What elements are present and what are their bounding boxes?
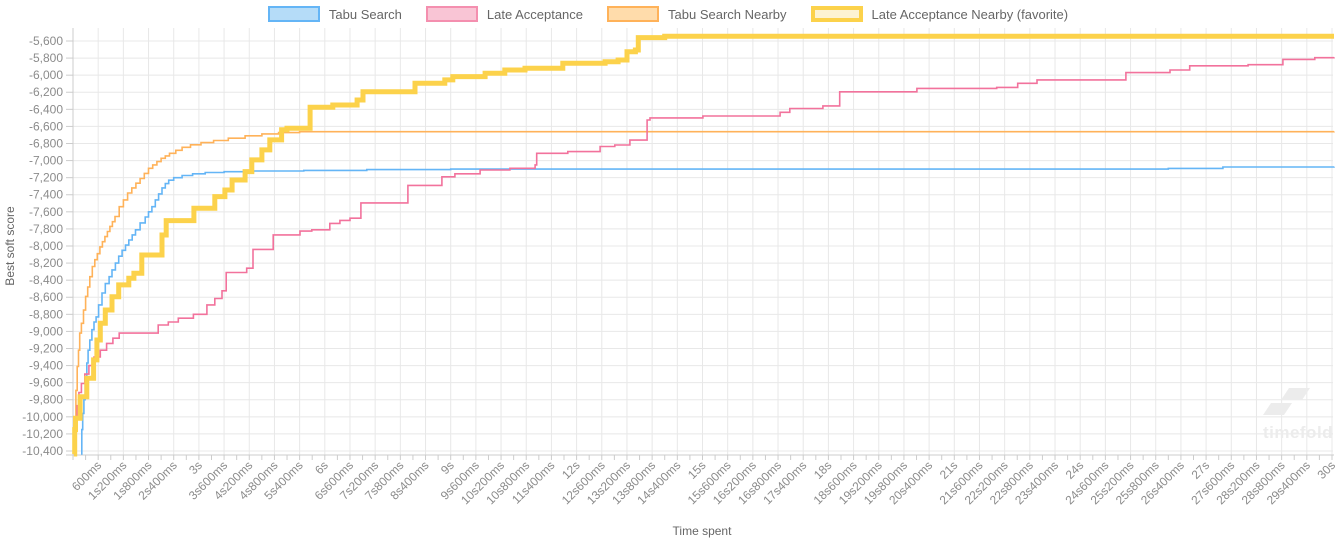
watermark-text: timefold bbox=[1262, 423, 1334, 442]
y-tick-label: -6,000 bbox=[29, 68, 63, 82]
chart-legend: Tabu Search Late Acceptance Tabu Search Ne… bbox=[0, 6, 1336, 22]
y-tick-label: -6,800 bbox=[29, 136, 63, 150]
legend-item-late-acceptance[interactable]: Late Acceptance bbox=[425, 6, 584, 22]
x-axis-title: Time spent bbox=[672, 524, 732, 538]
y-tick-label: -10,200 bbox=[22, 427, 63, 441]
y-tick-label: -7,200 bbox=[29, 171, 63, 185]
y-tick-label: -7,800 bbox=[29, 222, 63, 236]
legend-label: Tabu Search bbox=[328, 6, 402, 22]
series-line-late-acceptance-nearby-favorite bbox=[72, 33, 1334, 457]
legend-item-tabu-search[interactable]: Tabu Search bbox=[267, 6, 402, 22]
y-tick-label: -8,200 bbox=[29, 256, 63, 270]
y-tick-label: -8,000 bbox=[29, 239, 63, 253]
y-tick-label: -10,000 bbox=[22, 410, 63, 424]
x-tick-label: 3s bbox=[186, 458, 205, 477]
y-tick-label: -8,400 bbox=[29, 273, 63, 287]
y-tick-label: -9,000 bbox=[29, 324, 63, 338]
y-tick-label: -7,000 bbox=[29, 154, 63, 168]
y-tick-label: -8,800 bbox=[29, 307, 63, 321]
legend-swatch-icon bbox=[810, 6, 863, 22]
legend-item-late-acceptance-nearby-favorite[interactable]: Late Acceptance Nearby (favorite) bbox=[810, 6, 1069, 22]
y-tick-label: -5,600 bbox=[29, 34, 63, 48]
y-tick-label: -7,400 bbox=[29, 188, 63, 202]
legend-swatch-icon bbox=[425, 6, 478, 22]
legend-swatch-icon bbox=[607, 6, 660, 22]
y-tick-label: -9,800 bbox=[29, 393, 63, 407]
x-tick-label: 6s bbox=[312, 458, 331, 477]
series-line-late-acceptance bbox=[75, 56, 1335, 455]
y-tick-label: -9,600 bbox=[29, 376, 63, 390]
y-tick-label: -6,200 bbox=[29, 85, 63, 99]
y-tick-label: -5,800 bbox=[29, 51, 63, 65]
legend-item-tabu-search-nearby[interactable]: Tabu Search Nearby bbox=[607, 6, 787, 22]
y-tick-label: -10,400 bbox=[22, 444, 63, 458]
legend-label: Late Acceptance bbox=[486, 6, 584, 22]
timefold-logo-icon bbox=[1281, 388, 1310, 400]
x-tick-label: 9s bbox=[438, 458, 457, 477]
series-line-tabu-search bbox=[81, 166, 1335, 455]
timefold-logo-icon bbox=[1263, 403, 1292, 415]
y-tick-label: -9,400 bbox=[29, 359, 63, 373]
series-line-tabu-search-nearby bbox=[73, 130, 1335, 455]
y-axis-title: Best soft score bbox=[3, 206, 17, 286]
y-tick-label: -8,600 bbox=[29, 290, 63, 304]
y-tick-label: -7,600 bbox=[29, 205, 63, 219]
x-tick-label: 30s bbox=[1315, 458, 1336, 482]
y-tick-label: -6,600 bbox=[29, 119, 63, 133]
legend-label: Late Acceptance Nearby (favorite) bbox=[871, 6, 1069, 22]
y-tick-label: -9,200 bbox=[29, 341, 63, 355]
legend-label: Tabu Search Nearby bbox=[668, 6, 787, 22]
y-tick-label: -6,400 bbox=[29, 102, 63, 116]
legend-swatch-icon bbox=[267, 6, 320, 22]
